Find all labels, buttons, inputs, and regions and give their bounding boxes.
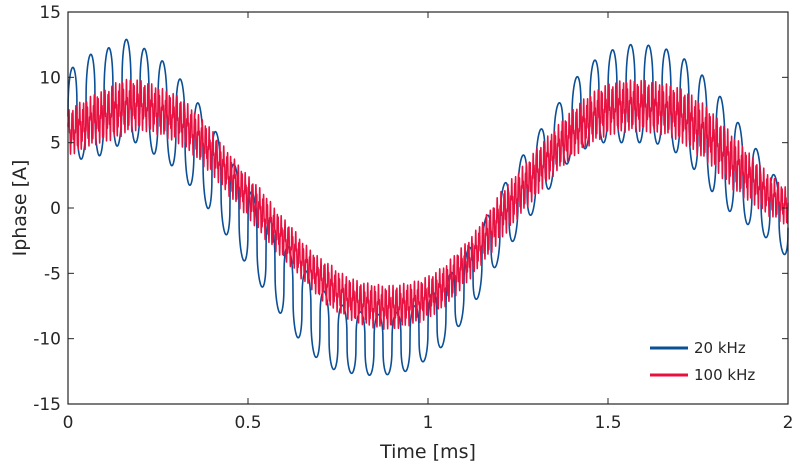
- series-line-100-khz: [67, 78, 789, 330]
- x-axis: 0 0.5 1 1.5 2: [63, 12, 794, 433]
- legend-label-20khz: 20 kHz: [694, 339, 746, 357]
- y-tick-label: -5: [44, 264, 61, 284]
- x-tick-label: 2: [783, 413, 794, 433]
- y-tick-label: 10: [39, 68, 61, 88]
- y-axis-title: Iphase [A]: [9, 160, 31, 257]
- x-tick-label: 0: [63, 413, 74, 433]
- y-tick-label: 0: [50, 199, 61, 219]
- series-layer: [67, 38, 789, 377]
- y-tick-label: 15: [39, 3, 61, 23]
- legend: 20 kHz 100 kHz: [650, 339, 755, 384]
- legend-label-100khz: 100 kHz: [694, 366, 755, 384]
- y-axis: -15 -10 -5 0 5 10 15: [33, 3, 788, 415]
- y-tick-label: -15: [33, 395, 61, 415]
- y-tick-label: -10: [33, 330, 61, 350]
- x-tick-label: 1: [423, 413, 434, 433]
- x-tick-label: 1.5: [594, 413, 621, 433]
- series-line-20-khz: [67, 38, 789, 377]
- x-axis-title: Time [ms]: [379, 441, 476, 463]
- y-tick-label: 5: [50, 134, 61, 154]
- x-tick-label: 0.5: [234, 413, 261, 433]
